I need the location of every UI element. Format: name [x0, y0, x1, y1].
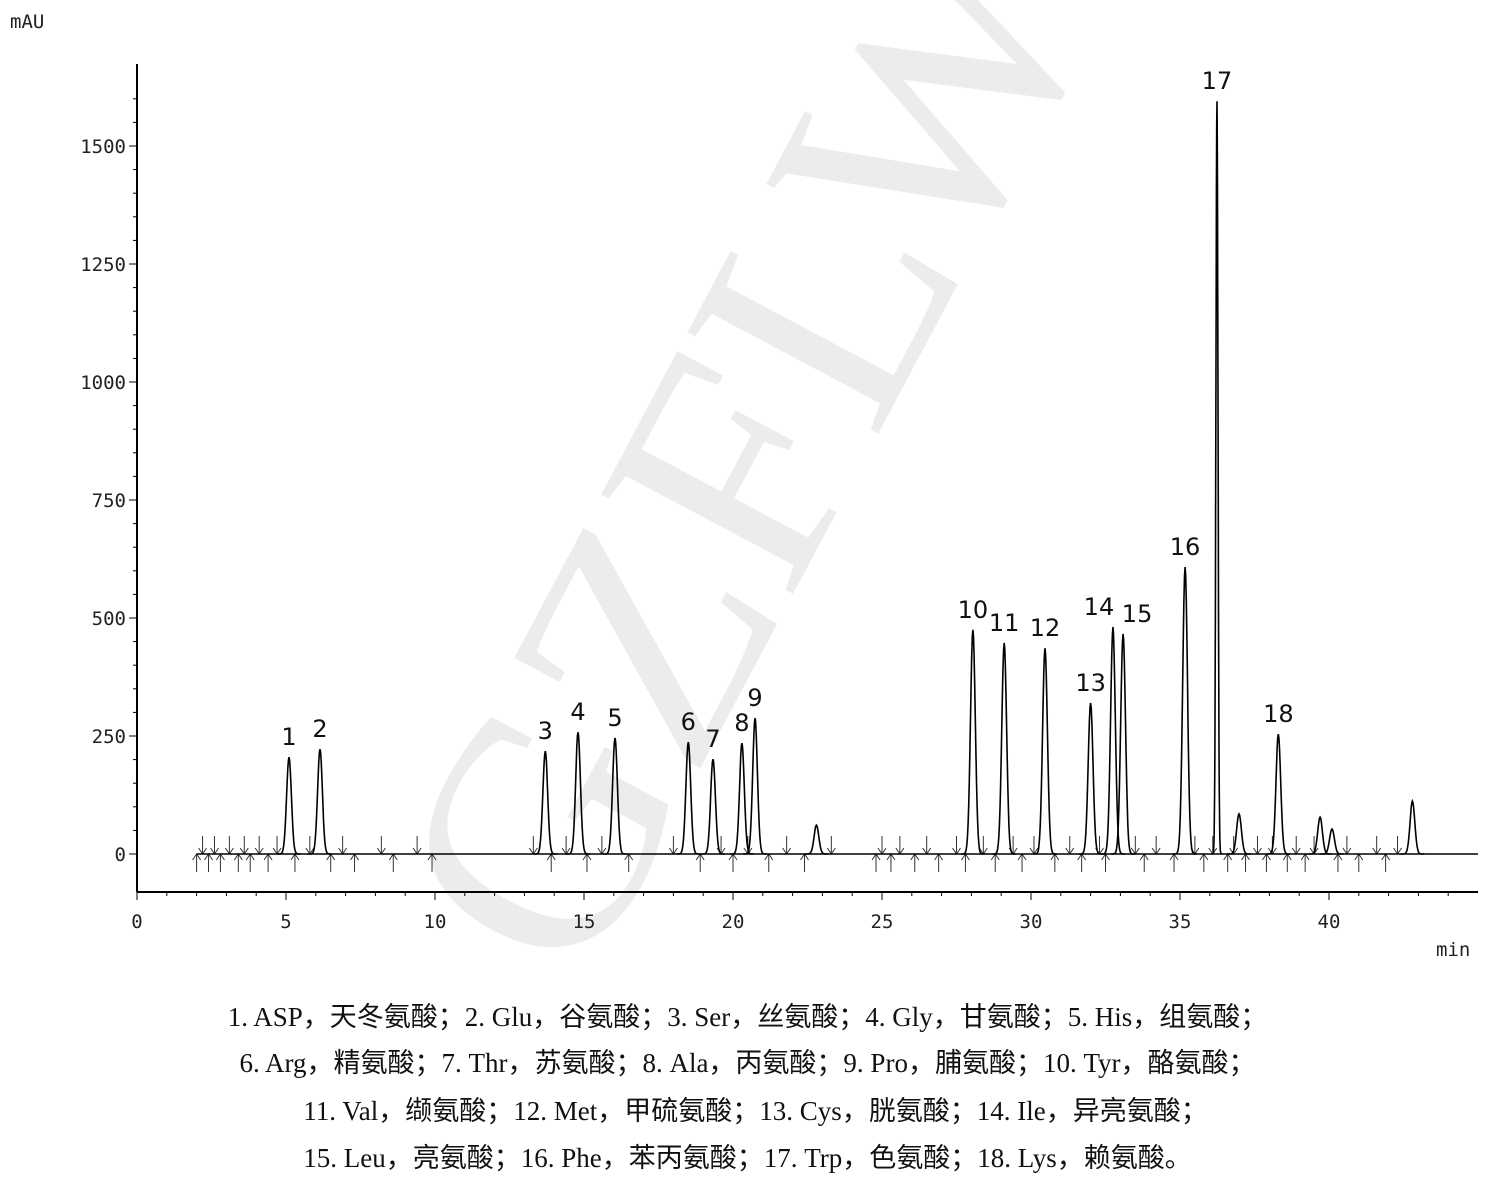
x-tick-label: 30 [1020, 911, 1043, 933]
peak-label: 8 [734, 709, 749, 737]
x-tick-label: 35 [1169, 911, 1192, 933]
peak-label: 6 [681, 708, 696, 736]
peak-label: 2 [312, 715, 327, 743]
caption-line-1: 1. ASP，天冬氨酸；2. Glu，谷氨酸；3. Ser，丝氨酸；4. Gly… [227, 1002, 1268, 1032]
peak-label: 14 [1084, 593, 1115, 621]
x-tick-label: 15 [573, 911, 596, 933]
peak-15 [1111, 633, 1135, 855]
y-tick-label: 500 [92, 608, 126, 630]
peak-label: 11 [989, 609, 1020, 637]
caption-line-4: 15. Leu，亮氨酸；16. Phe，苯丙氨酸；17. Trp，色氨酸；18.… [303, 1143, 1192, 1173]
watermark [0, 0, 1495, 975]
x-axis-label: min [1436, 939, 1470, 961]
peak-label: 16 [1170, 533, 1201, 561]
caption-line-2: 6. Arg，精氨酸；7. Thr，苏氨酸；8. Ala，丙氨酸；9. Pro，… [239, 1048, 1256, 1078]
peak-11 [992, 642, 1017, 855]
caption-line-3: 11. Val，缬氨酸；12. Met，甲硫氨酸；13. Cys，胱氨酸；14.… [303, 1096, 1208, 1126]
y-tick-label: 250 [92, 726, 126, 748]
peak-label: 1 [281, 723, 296, 751]
y-tick-label: 1250 [80, 254, 126, 276]
peak-label: 5 [607, 704, 622, 732]
peak-12 [1033, 648, 1057, 855]
x-tick-label: 10 [424, 911, 447, 933]
peak-10 [961, 629, 985, 855]
peak-label: 17 [1202, 67, 1233, 95]
peak-14 [1101, 626, 1125, 855]
x-tick-label: 5 [280, 911, 291, 933]
peak-label: 10 [958, 596, 989, 624]
peak-label: 18 [1263, 700, 1294, 728]
peak-label: 3 [538, 717, 553, 745]
peak-label: 15 [1122, 600, 1153, 628]
peak-label: 4 [570, 698, 585, 726]
peak-17 [1211, 101, 1223, 855]
peak-label: 9 [747, 684, 762, 712]
x-tick-label: 40 [1318, 911, 1341, 933]
y-tick-label: 1000 [80, 372, 126, 394]
peak-16 [1173, 566, 1197, 855]
y-tick-label: 1500 [80, 136, 126, 158]
x-tick-label: 25 [871, 911, 894, 933]
y-tick-label: 0 [115, 844, 126, 866]
x-tick-label: 20 [722, 911, 745, 933]
y-axis-label: mAU [10, 11, 44, 33]
x-tick-label: 0 [131, 911, 142, 933]
y-tick-label: 750 [92, 490, 126, 512]
peak-label: 13 [1075, 669, 1106, 697]
peak-label: 7 [705, 725, 720, 753]
peak-label: 12 [1030, 614, 1061, 642]
